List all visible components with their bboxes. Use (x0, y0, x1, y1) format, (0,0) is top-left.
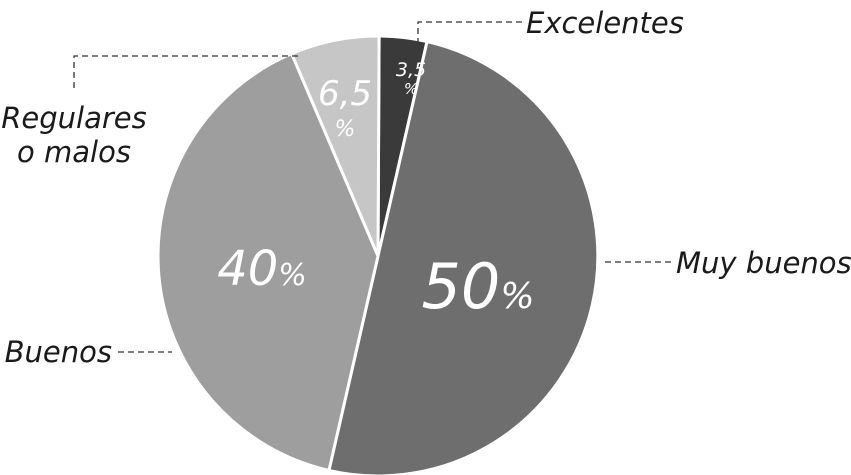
unit-label-regulares: % (335, 117, 356, 142)
label-regulares-line2: o malos (17, 135, 131, 169)
label-muy-buenos: Muy buenos (676, 246, 851, 280)
unit-label-excelentes: % (404, 80, 418, 98)
pie-slices (156, 34, 600, 475)
value-label-regulares: 6,5 (318, 74, 372, 114)
leader-line-regulares (73, 55, 298, 92)
label-buenos: Buenos (5, 335, 112, 369)
leader-line-excelentes (417, 21, 522, 44)
pie-slice-buenos (156, 51, 380, 473)
pie-slice-muy-buenos (327, 39, 600, 475)
label-excelentes: Excelentes (526, 6, 684, 40)
leader-lines (73, 21, 672, 353)
value-label-buenos: 40% (217, 241, 307, 297)
value-label-excelentes: 3,5 (396, 59, 426, 81)
label-regulares-line1: Regulares (1, 101, 146, 135)
pie-slice-regulares-o-malos (289, 34, 381, 257)
value-label-muy-buenos: 50% (421, 250, 534, 323)
